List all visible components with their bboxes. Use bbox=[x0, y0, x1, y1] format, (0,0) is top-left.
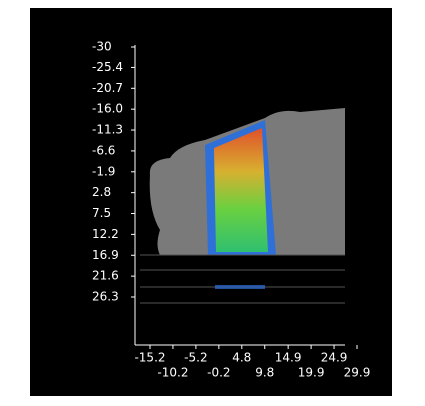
y-tick-label: -30 bbox=[92, 40, 112, 54]
y-tick-label: -20.7 bbox=[92, 81, 123, 95]
dose-inner bbox=[214, 128, 268, 252]
x-tick-label: -15.2 bbox=[134, 351, 165, 365]
screenshot: -30 -25.4 -20.7 -16.0 -11.3 -6.6 -1.9 2.8 7.5 12.… bbox=[0, 0, 425, 406]
y-tick-label: 2.8 bbox=[92, 185, 111, 199]
x-tick-label: 4.8 bbox=[232, 351, 251, 365]
dose-slice bbox=[215, 285, 265, 289]
x-tick-label: 24.9 bbox=[321, 351, 348, 365]
y-tick-label: 26.3 bbox=[92, 290, 119, 304]
x-tick-label: 19.9 bbox=[298, 366, 325, 380]
x-tick-label: 14.9 bbox=[275, 351, 302, 365]
x-tick-label: 9.8 bbox=[255, 366, 274, 380]
y-tick-label: -6.6 bbox=[92, 143, 115, 157]
y-tick-label: 16.9 bbox=[92, 248, 119, 262]
x-tick-label: -0.2 bbox=[207, 366, 230, 380]
y-tick-label: 7.5 bbox=[92, 206, 111, 220]
y-tick-label: -25.4 bbox=[92, 60, 123, 74]
x-tick-label: -10.2 bbox=[157, 366, 188, 380]
y-tick-label: 12.2 bbox=[92, 227, 119, 241]
x-tick-label: 29.9 bbox=[344, 366, 371, 380]
x-tick-label: -5.2 bbox=[184, 351, 207, 365]
y-tick-label: 21.6 bbox=[92, 269, 119, 283]
y-tick-label: -11.3 bbox=[92, 123, 123, 137]
y-tick-label: -16.0 bbox=[92, 102, 123, 116]
y-tick-label: -1.9 bbox=[92, 164, 115, 178]
